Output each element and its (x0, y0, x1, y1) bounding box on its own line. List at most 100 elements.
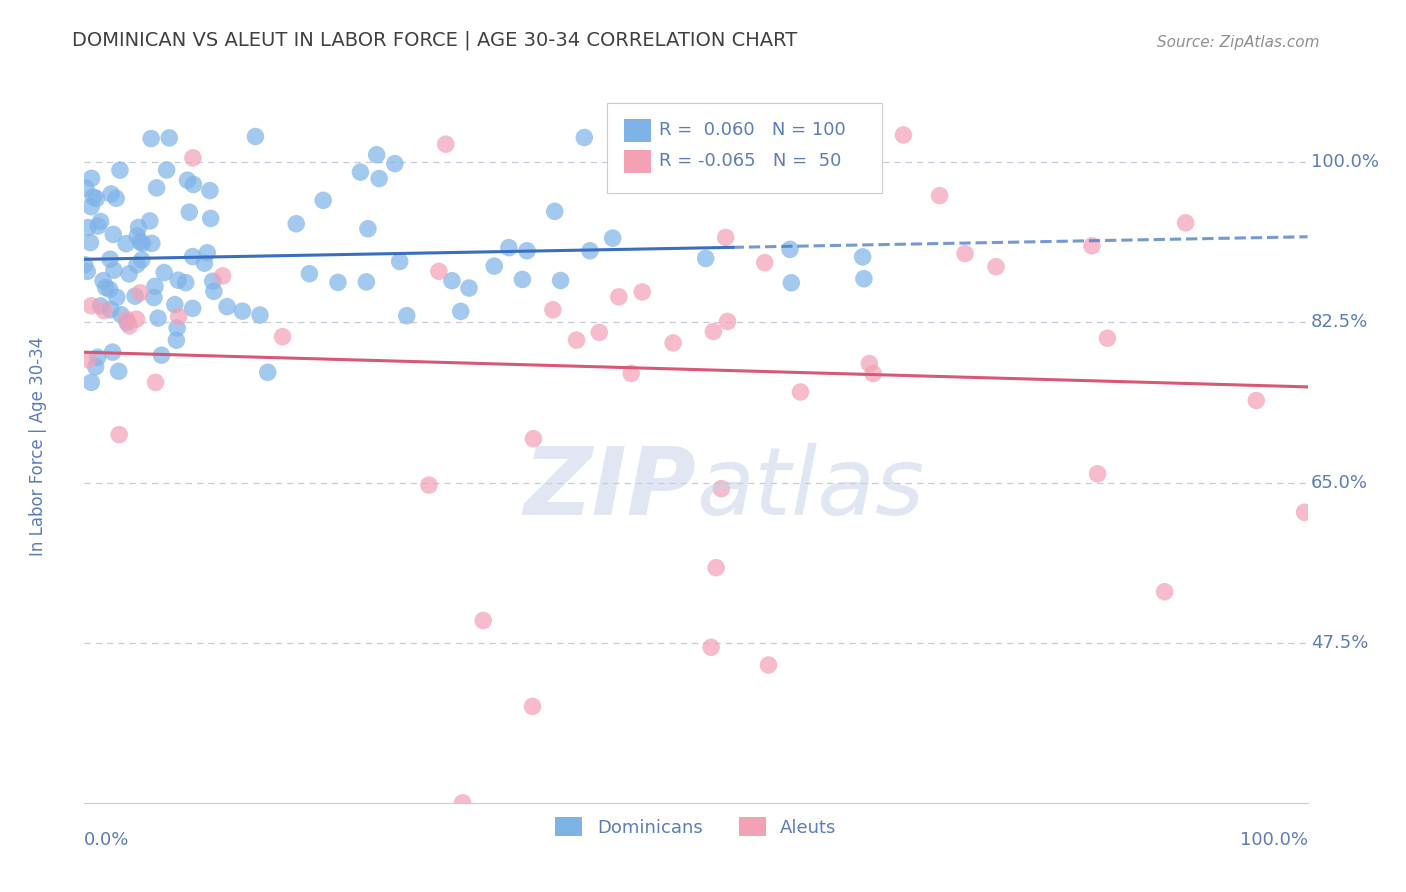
Point (80, 376, 103, 390)
Point (271, 329, 294, 343)
Point (298, 267, 321, 281)
Text: atlas: atlas (696, 443, 924, 534)
Point (472, 614, 495, 628)
Point (76, 264, 98, 278)
Point (94, 280, 117, 294)
Point (166, 321, 188, 335)
Point (541, 302, 564, 317)
Point (176, 173, 198, 187)
Point (516, 244, 538, 258)
Point (91, 274, 114, 288)
Point (129, 285, 152, 300)
Point (124, 289, 146, 303)
Point (181, 250, 204, 264)
Text: R = -0.065   N =  50: R = -0.065 N = 50 (659, 152, 842, 169)
Point (118, 267, 141, 281)
Text: R =  0.060   N = 100: R = 0.060 N = 100 (659, 121, 846, 139)
Point (115, 236, 138, 251)
Point (231, 304, 253, 318)
Point (131, 252, 153, 267)
Point (1097, 331, 1119, 345)
Point (179, 205, 201, 219)
Point (418, 478, 440, 492)
Point (195, 245, 218, 260)
Point (544, 204, 567, 219)
Point (105, 290, 128, 304)
Point (127, 229, 149, 244)
Point (1174, 216, 1197, 230)
Point (434, 137, 457, 152)
Point (498, 241, 520, 255)
Point (86, 351, 108, 365)
Point (87, 219, 110, 233)
Point (211, 268, 233, 283)
Point (1246, 393, 1268, 408)
Point (142, 291, 165, 305)
Point (201, 274, 224, 288)
Point (145, 181, 167, 195)
Point (451, 796, 474, 810)
Point (862, 367, 884, 381)
Point (704, 560, 727, 574)
Point (143, 279, 166, 293)
Point (139, 214, 162, 228)
Point (167, 310, 190, 324)
Point (101, 345, 124, 359)
Point (928, 188, 950, 202)
Point (145, 376, 167, 390)
Point (312, 194, 335, 208)
Point (108, 163, 131, 178)
Point (754, 255, 776, 269)
Point (780, 276, 803, 290)
Text: 47.5%: 47.5% (1312, 633, 1368, 652)
Point (127, 220, 149, 235)
Point (115, 315, 138, 329)
Point (702, 325, 724, 339)
Point (440, 274, 463, 288)
Point (150, 348, 173, 362)
Point (574, 130, 596, 145)
Point (202, 285, 225, 299)
Point (110, 308, 132, 322)
Point (700, 640, 723, 655)
FancyBboxPatch shape (606, 103, 882, 193)
Point (86, 192, 108, 206)
Point (115, 312, 138, 326)
Point (1087, 467, 1109, 481)
Point (174, 276, 197, 290)
Text: Source: ZipAtlas.com: Source: ZipAtlas.com (1157, 35, 1320, 50)
Point (522, 432, 544, 446)
Point (82, 190, 104, 204)
Point (163, 298, 186, 312)
Point (285, 217, 308, 231)
Point (756, 177, 779, 191)
Point (893, 128, 915, 142)
Point (141, 236, 163, 251)
Point (79, 235, 101, 250)
Point (395, 309, 418, 323)
Point (631, 285, 654, 299)
Point (90, 299, 112, 313)
Point (758, 658, 780, 673)
Text: 82.5%: 82.5% (1312, 313, 1368, 332)
Point (105, 191, 128, 205)
Point (93, 303, 115, 318)
Point (183, 178, 205, 192)
Point (200, 211, 222, 226)
Point (384, 156, 406, 170)
Point (129, 235, 152, 249)
Point (80, 200, 103, 214)
Text: 65.0%: 65.0% (1312, 474, 1368, 491)
Point (118, 318, 141, 333)
Point (103, 263, 125, 277)
Point (450, 304, 472, 318)
Point (90, 214, 112, 228)
Point (607, 290, 630, 304)
Point (522, 699, 544, 714)
Point (165, 333, 187, 347)
Point (146, 311, 169, 326)
Point (852, 250, 875, 264)
Point (789, 384, 811, 399)
Text: 0.0%: 0.0% (84, 831, 129, 849)
Point (579, 244, 602, 258)
